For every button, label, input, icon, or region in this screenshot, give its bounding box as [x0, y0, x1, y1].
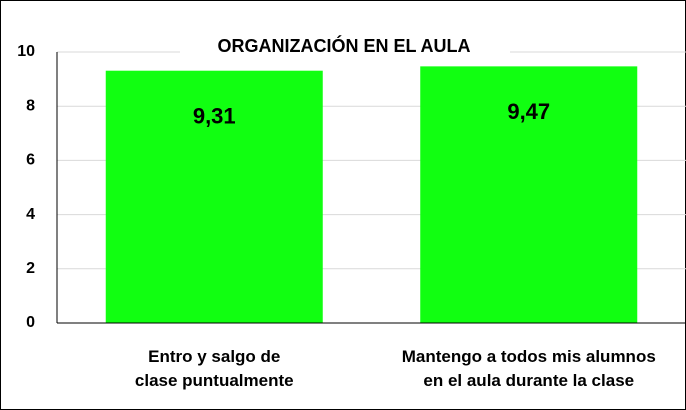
- y-tick-label: 4: [26, 206, 35, 223]
- y-tick-label: 6: [26, 152, 35, 169]
- bar: [420, 66, 638, 323]
- bar: [105, 70, 323, 323]
- y-tick-label: 10: [17, 43, 35, 60]
- chart-title: ORGANIZACIÓN EN EL AULA: [217, 35, 470, 56]
- y-tick-label: 8: [26, 97, 35, 114]
- y-tick-label: 0: [26, 314, 35, 331]
- value-label: 9,47: [507, 99, 550, 124]
- title-background: [180, 34, 510, 60]
- y-tick-label: 2: [26, 260, 35, 277]
- x-tick-label: Entro y salgo de clase puntualmente: [135, 347, 294, 390]
- value-label: 9,31: [193, 104, 236, 129]
- x-tick-label: Mantengo a todos mis alumnos en el aula d…: [402, 347, 656, 390]
